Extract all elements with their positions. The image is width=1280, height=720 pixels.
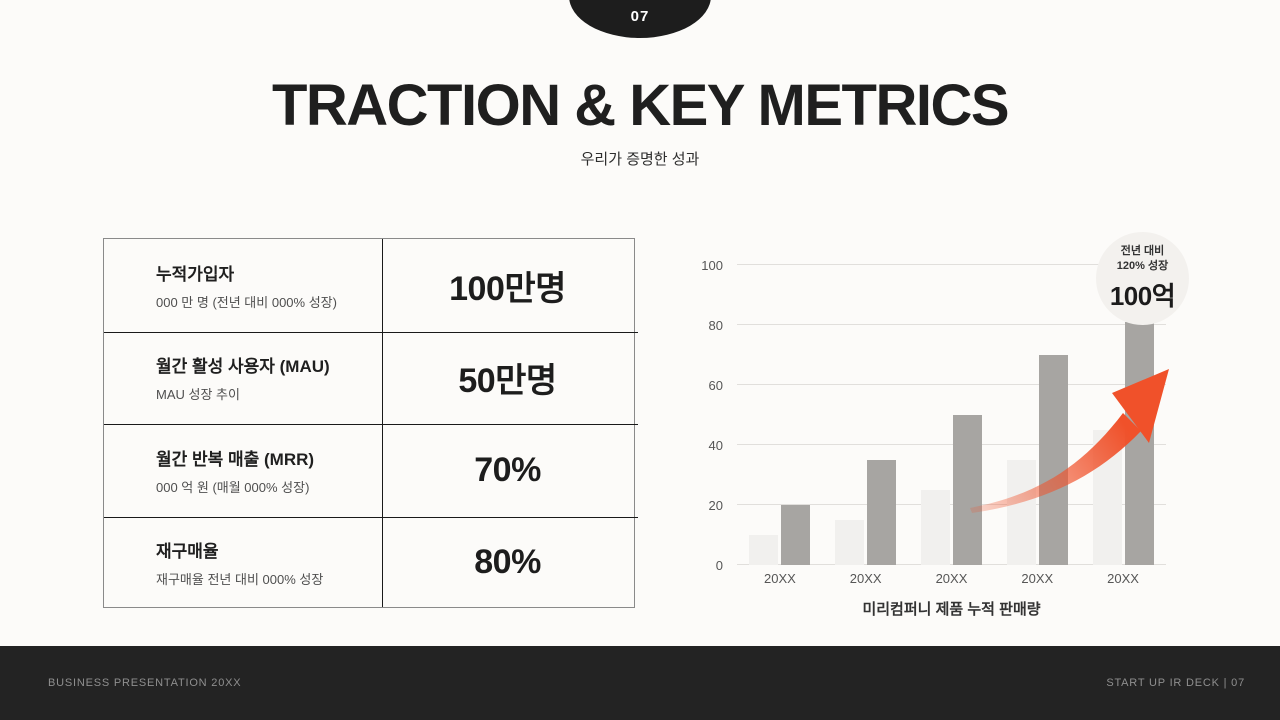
metric-sublabel: 000 억 원 (매월 000% 성장): [156, 479, 310, 495]
gridline: [737, 324, 1166, 325]
y-tick-label: 80: [708, 318, 723, 333]
bar-secondary: [920, 490, 950, 565]
bar-group: [1006, 355, 1068, 565]
page-number-badge: 07: [569, 0, 711, 38]
growth-badge: 전년 대비 120% 성장 100억: [1096, 232, 1189, 325]
page-number: 07: [630, 8, 650, 25]
x-axis-labels: 20XX 20XX 20XX 20XX 20XX: [737, 571, 1166, 586]
slide-subtitle: 우리가 증명한 성과: [580, 151, 700, 168]
bar-chart: 0 20 40 60 80 100 20XX 20XX 20XX 20XX 20XX 전년 대비 …: [695, 230, 1205, 630]
metric-value: 50만명: [458, 362, 557, 401]
table-row: 월간 활성 사용자 (MAU) MAU 성장 추이 50만명: [104, 332, 634, 425]
metrics-table: 누적가입자 000 만 명 (전년 대비 000% 성장) 100만명 월간 활…: [103, 238, 638, 610]
bar-group: [835, 460, 897, 565]
bar-plot: 0 20 40 60 80 100: [701, 258, 1169, 573]
bar-secondary: [749, 535, 779, 565]
table-row: 누적가입자 000 만 명 (전년 대비 000% 성장) 100만명: [104, 239, 634, 332]
gridline: [737, 444, 1166, 445]
table-row-divider: [104, 331, 638, 333]
bar-primary: [1124, 322, 1154, 565]
bar-group: [749, 505, 811, 565]
table-row: 재구매율 재구매율 전년 대비 000% 성장 80%: [104, 517, 634, 610]
x-tick-label: 20XX: [763, 571, 796, 586]
metric-label: 월간 활성 사용자 (MAU): [156, 357, 330, 377]
x-tick-label: 20XX: [935, 571, 968, 586]
chart-caption: 미리컴퍼니 제품 누적 판매량: [862, 601, 1041, 618]
metric-label-cell: 월간 반복 매출 (MRR) 000 억 원 (매월 000% 성장): [104, 424, 381, 517]
metric-value: 70%: [474, 450, 541, 489]
bar-secondary: [835, 520, 865, 565]
slide-title: TRACTION & KEY METRICS: [271, 73, 1010, 138]
growth-arrow-icon: [970, 369, 1169, 513]
bar-primary: [1038, 355, 1068, 565]
table-row-divider: [104, 516, 638, 518]
metric-sublabel: 000 만 명 (전년 대비 000% 성장): [156, 294, 337, 310]
gridline: [737, 564, 1166, 565]
growth-badge-value: 100억: [1109, 281, 1176, 311]
table-column-divider: [382, 239, 383, 607]
bar-primary: [952, 415, 982, 565]
metric-label: 재구매율: [156, 542, 219, 562]
metric-label-cell: 누적가입자 000 만 명 (전년 대비 000% 성장): [104, 239, 381, 332]
gridline: [737, 384, 1166, 385]
bar-secondary: [1006, 460, 1036, 565]
footer-bar: BUSINESS PRESENTATION 20XX START UP IR D…: [0, 646, 1280, 720]
bar-primary: [781, 505, 811, 565]
y-tick-label: 40: [708, 438, 723, 453]
metric-label: 월간 반복 매출 (MRR): [156, 449, 315, 469]
y-tick-label: 0: [715, 558, 723, 573]
y-tick-label: 100: [701, 258, 723, 273]
growth-badge-line1: 전년 대비: [1120, 245, 1165, 257]
bar-primary: [867, 460, 897, 565]
metric-label-cell: 재구매율 재구매율 전년 대비 000% 성장: [104, 517, 381, 610]
y-tick-label: 20: [708, 498, 723, 513]
gridline: [737, 504, 1166, 505]
bar-groups: [737, 265, 1166, 565]
y-axis-labels: 0 20 40 60 80 100: [691, 258, 723, 573]
metric-label-cell: 월간 활성 사용자 (MAU) MAU 성장 추이: [104, 332, 381, 425]
bar-group: [920, 415, 982, 565]
metric-sublabel: 재구매율 전년 대비 000% 성장: [156, 572, 324, 588]
footer-left-text: BUSINESS PRESENTATION 20XX: [48, 677, 242, 689]
metric-sublabel: MAU 성장 추이: [156, 387, 240, 403]
footer-right-text: START UP IR DECK | 07: [1106, 677, 1245, 689]
y-tick-label: 60: [708, 378, 723, 393]
table-row: 월간 반복 매출 (MRR) 000 억 원 (매월 000% 성장) 70%: [104, 424, 634, 517]
x-tick-label: 20XX: [849, 571, 882, 586]
metric-label: 누적가입자: [156, 264, 235, 284]
gridline: [737, 264, 1166, 265]
metric-value: 80%: [474, 543, 541, 582]
growth-badge-line2: 120% 성장: [1116, 260, 1169, 272]
x-tick-label: 20XX: [1107, 571, 1139, 586]
x-tick-label: 20XX: [1021, 571, 1054, 586]
metric-value: 100만명: [449, 269, 566, 308]
table-row-divider: [104, 424, 638, 425]
